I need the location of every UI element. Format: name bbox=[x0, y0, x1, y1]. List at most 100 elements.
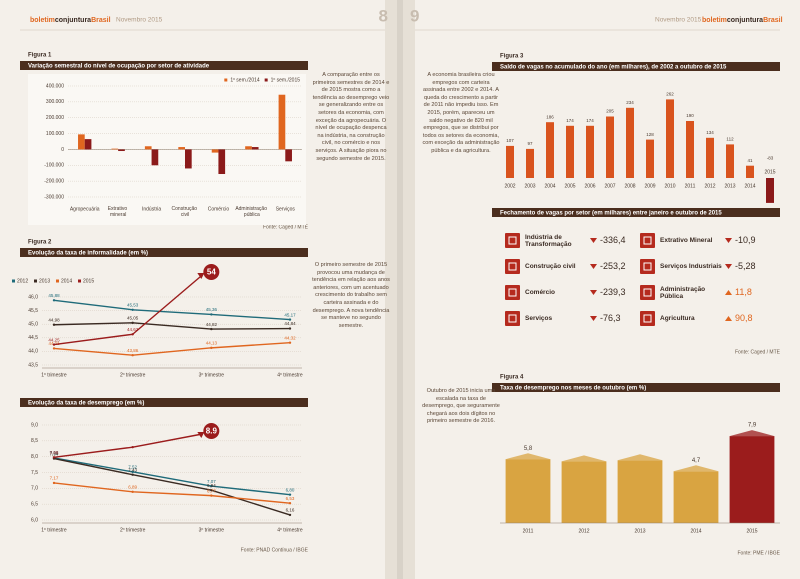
bar-top bbox=[617, 454, 663, 461]
value-label: 112 bbox=[726, 137, 734, 142]
value-label: 7,96 bbox=[50, 451, 59, 456]
point bbox=[210, 494, 213, 497]
y-tick-label: 6,5 bbox=[31, 501, 38, 507]
x-tick-label: 2009 bbox=[644, 183, 655, 189]
issue-date: Novembro 2015 bbox=[116, 17, 163, 24]
x-tick-label: 2005 bbox=[564, 183, 575, 189]
value-label: 45,53 bbox=[127, 302, 139, 307]
bar bbox=[118, 149, 125, 152]
value-label: 7,98 bbox=[50, 450, 59, 455]
y-tick-label: 0 bbox=[61, 147, 64, 153]
chart-title: Evolução da taxa de informalidade (em %) bbox=[28, 250, 148, 256]
x-tick-label: Construção civil bbox=[172, 206, 199, 218]
x-tick-label: Administração pública bbox=[235, 206, 268, 218]
legend-label: 2015 bbox=[83, 278, 94, 284]
x-tick-label: 2º trimestre bbox=[120, 527, 146, 533]
sector-value: 90,8 bbox=[735, 313, 753, 323]
value-label: 6,89 bbox=[128, 485, 137, 490]
value-label: 45,36 bbox=[206, 307, 218, 312]
arrow bbox=[132, 433, 203, 448]
bar bbox=[245, 146, 252, 150]
x-tick-label: Indústria bbox=[142, 206, 161, 212]
legend-swatch bbox=[56, 279, 59, 283]
x-tick-line: pública bbox=[244, 212, 260, 218]
series-line bbox=[53, 299, 291, 321]
sector-name-line: Administração bbox=[660, 286, 707, 293]
issue-date: Novembro 2015 bbox=[655, 17, 702, 24]
y-tick-label: 100.000 bbox=[46, 131, 64, 137]
title-bar bbox=[20, 61, 308, 70]
annotation-circle bbox=[203, 423, 220, 439]
point bbox=[131, 490, 134, 494]
value-label: 43,86 bbox=[127, 348, 139, 353]
point bbox=[52, 343, 56, 346]
point bbox=[52, 323, 56, 326]
paragraph: A economia brasileira criou empregos com… bbox=[422, 72, 500, 154]
value-label: 234 bbox=[626, 100, 634, 105]
y-tick-label: 7,5 bbox=[31, 470, 38, 476]
point bbox=[131, 354, 134, 357]
down-arrow bbox=[725, 264, 732, 269]
down-arrow bbox=[590, 316, 597, 321]
legend-label: 1º sem./2014 bbox=[230, 77, 260, 83]
brand: boletimconjunturaBrasil bbox=[30, 17, 111, 24]
bar-top bbox=[729, 430, 775, 437]
bar bbox=[111, 148, 119, 150]
chart-title: Evolução da taxa de desemprego (em %) bbox=[28, 400, 144, 406]
value-label: 190 bbox=[686, 113, 694, 118]
sector-name: Administração Pública bbox=[660, 286, 707, 300]
paragraph: O primeiro semestre de 2015 provocou uma… bbox=[312, 262, 390, 329]
point bbox=[52, 347, 56, 350]
x-tick-label: 1º trimestre bbox=[41, 372, 67, 378]
x-tick-label: 2013 bbox=[634, 528, 645, 534]
y-tick-label: 45,5 bbox=[28, 308, 38, 314]
brand-part: boletim bbox=[702, 17, 727, 24]
bar bbox=[586, 125, 594, 178]
title-bar bbox=[492, 208, 780, 217]
y-tick-label: 45,0 bbox=[28, 322, 38, 328]
bar bbox=[78, 134, 85, 150]
sector-icon bbox=[505, 285, 520, 300]
bar-top bbox=[561, 455, 607, 462]
sector-icon-glyph bbox=[643, 288, 652, 297]
value-label: 6,94 bbox=[207, 483, 216, 488]
legend-swatch bbox=[264, 78, 268, 82]
value-label: 6,16 bbox=[286, 508, 295, 513]
y-tick-label: 8,5 bbox=[31, 438, 38, 444]
x-tick-label: 3º trimestre bbox=[199, 527, 225, 533]
x-tick-label: 2011 bbox=[523, 528, 534, 534]
bar bbox=[211, 149, 219, 153]
bar bbox=[505, 459, 551, 523]
x-tick-label: 2008 bbox=[624, 183, 635, 189]
figure-label: Figura 1 bbox=[28, 53, 52, 59]
bar bbox=[278, 94, 286, 150]
value-label: 7,9 bbox=[748, 423, 757, 429]
value-label: 44,25 bbox=[48, 337, 60, 342]
brand-part: boletim bbox=[30, 17, 55, 24]
value-label: 128 bbox=[646, 132, 654, 137]
legend-swatch bbox=[12, 279, 15, 283]
bar bbox=[561, 461, 607, 523]
sector-value: -10,9 bbox=[735, 235, 756, 245]
series-line bbox=[53, 341, 291, 356]
value-label: 44,84 bbox=[284, 321, 296, 326]
value-label: 262 bbox=[666, 92, 674, 97]
legend-label: 1º sem./2015 bbox=[271, 77, 301, 83]
bar-top bbox=[505, 453, 551, 460]
paragraph: Outubro de 2015 inicia uma escalada na t… bbox=[422, 388, 500, 425]
chart-title: Saldo de vagas no acumulado do ano (em m… bbox=[500, 64, 727, 70]
figure-label: Figura 4 bbox=[500, 375, 524, 381]
up-arrow bbox=[725, 290, 732, 295]
figure-label: Figura 3 bbox=[500, 54, 524, 60]
x-tick-label: 2012 bbox=[704, 183, 715, 189]
point bbox=[131, 308, 134, 311]
x-tick-label: 2002 bbox=[504, 183, 515, 189]
value-label: 6,80 bbox=[286, 487, 295, 492]
y-tick-label: 9,0 bbox=[31, 422, 38, 428]
title-bar bbox=[20, 248, 308, 257]
legend-swatch bbox=[224, 78, 228, 82]
point bbox=[288, 327, 292, 330]
value-label: 44,13 bbox=[206, 341, 218, 346]
point bbox=[52, 481, 56, 485]
